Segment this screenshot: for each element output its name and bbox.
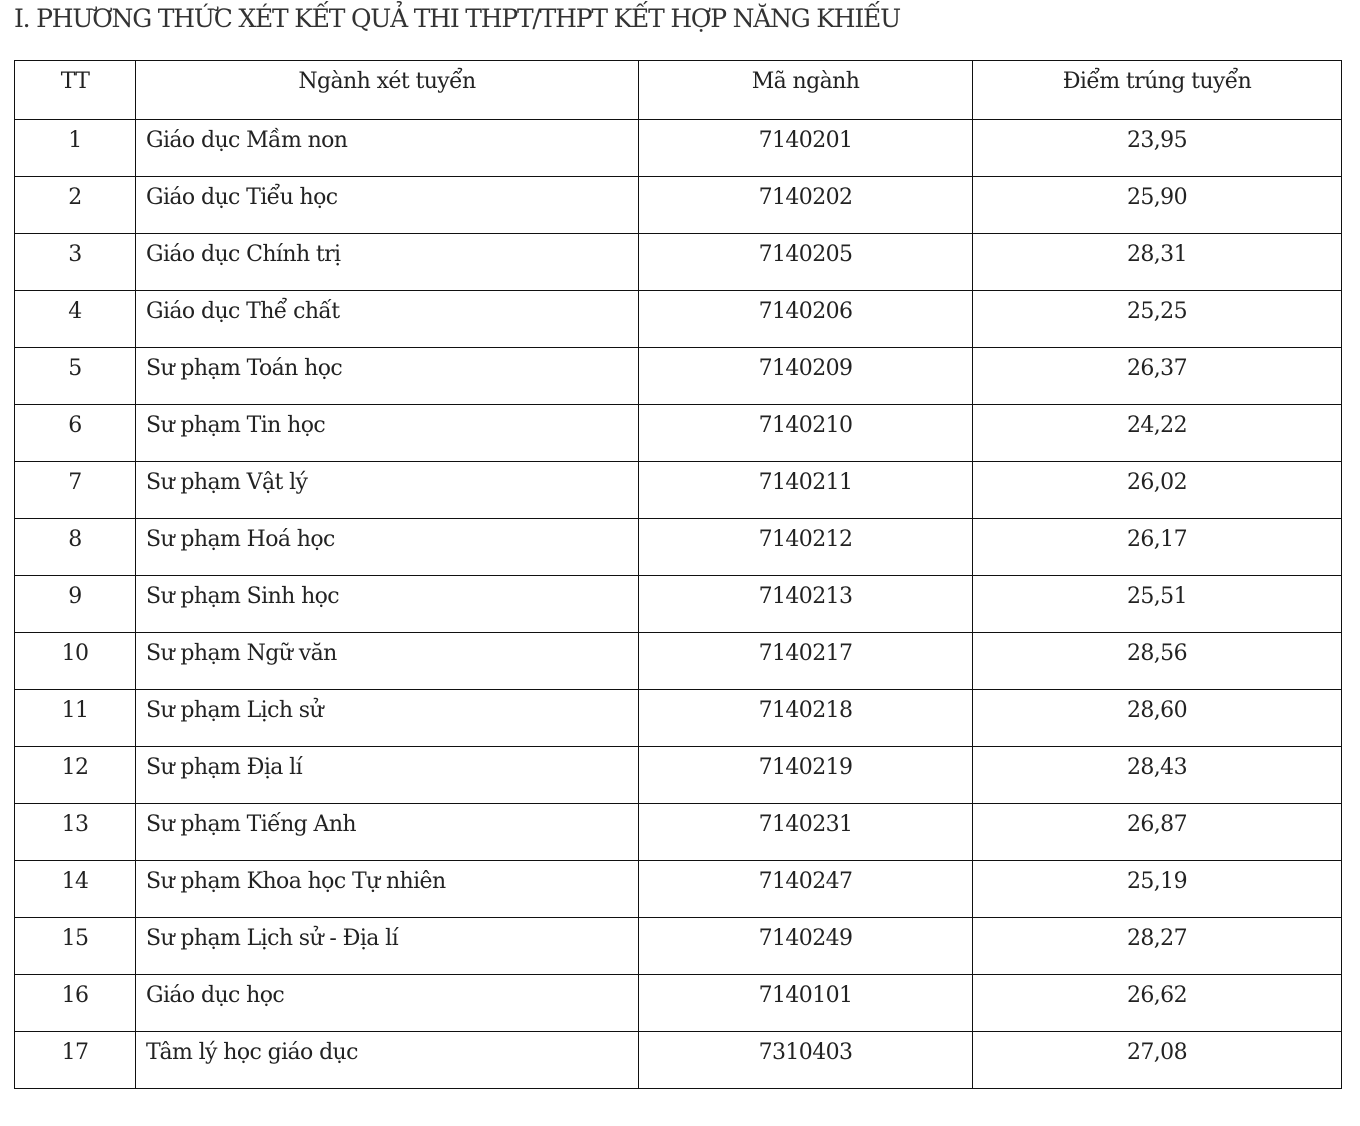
cell-major: Sư phạm Vật lý [135,461,639,519]
cell-major: Sư phạm Địa lí [135,746,639,804]
cell-tt: 1 [14,119,136,177]
cell-score: 28,43 [972,746,1342,804]
cell-major: Sư phạm Tiếng Anh [135,803,639,861]
cell-score: 26,37 [972,347,1342,405]
cell-tt: 4 [14,290,136,348]
table-row: 15 Sư phạm Lịch sử - Địa lí 7140249 28,27 [14,917,1342,975]
table-row: 8 Sư phạm Hoá học 7140212 26,17 [14,518,1342,576]
admission-scores-table: TT Ngành xét tuyển Mã ngành Điểm trúng t… [14,60,1342,1089]
cell-score: 26,62 [972,974,1342,1032]
table-row: 16 Giáo dục học 7140101 26,62 [14,974,1342,1032]
cell-major: Giáo dục Thể chất [135,290,639,348]
cell-code: 7140231 [638,803,973,861]
table-row: 4 Giáo dục Thể chất 7140206 25,25 [14,290,1342,348]
cell-tt: 16 [14,974,136,1032]
section-title: I. PHƯƠNG THỨC XÉT KẾT QUẢ THI THPT/THPT… [14,4,901,33]
cell-score: 28,56 [972,632,1342,690]
table-row: 7 Sư phạm Vật lý 7140211 26,02 [14,461,1342,519]
cell-tt: 3 [14,233,136,291]
cell-code: 7140219 [638,746,973,804]
cell-code: 7140101 [638,974,973,1032]
cell-tt: 9 [14,575,136,633]
table-row: 14 Sư phạm Khoa học Tự nhiên 7140247 25,19 [14,860,1342,918]
cell-code: 7140249 [638,917,973,975]
table-row: 6 Sư phạm Tin học 7140210 24,22 [14,404,1342,462]
cell-code: 7140205 [638,233,973,291]
cell-score: 24,22 [972,404,1342,462]
cell-code: 7140213 [638,575,973,633]
cell-tt: 6 [14,404,136,462]
table-row: 12 Sư phạm Địa lí 7140219 28,43 [14,746,1342,804]
cell-major: Sư phạm Sinh học [135,575,639,633]
cell-score: 26,02 [972,461,1342,519]
cell-score: 28,31 [972,233,1342,291]
cell-score: 25,51 [972,575,1342,633]
table-row: 5 Sư phạm Toán học 7140209 26,37 [14,347,1342,405]
cell-score: 23,95 [972,119,1342,177]
cell-major: Sư phạm Hoá học [135,518,639,576]
cell-code: 7140211 [638,461,973,519]
cell-tt: 2 [14,176,136,234]
cell-tt: 15 [14,917,136,975]
cell-major: Sư phạm Tin học [135,404,639,462]
cell-score: 25,19 [972,860,1342,918]
cell-score: 26,17 [972,518,1342,576]
cell-score: 26,87 [972,803,1342,861]
cell-tt: 17 [14,1031,136,1089]
cell-score: 28,60 [972,689,1342,747]
cell-tt: 7 [14,461,136,519]
table-row: 17 Tâm lý học giáo dục 7310403 27,08 [14,1031,1342,1089]
cell-code: 7310403 [638,1031,973,1089]
table-row: 11 Sư phạm Lịch sử 7140218 28,60 [14,689,1342,747]
cell-tt: 5 [14,347,136,405]
cell-major: Tâm lý học giáo dục [135,1031,639,1089]
cell-code: 7140202 [638,176,973,234]
cell-major: Giáo dục Tiểu học [135,176,639,234]
cell-major: Sư phạm Lịch sử - Địa lí [135,917,639,975]
table-row: 13 Sư phạm Tiếng Anh 7140231 26,87 [14,803,1342,861]
cell-major: Giáo dục Chính trị [135,233,639,291]
table-row: 3 Giáo dục Chính trị 7140205 28,31 [14,233,1342,291]
cell-code: 7140201 [638,119,973,177]
cell-tt: 14 [14,860,136,918]
cell-code: 7140209 [638,347,973,405]
cell-code: 7140218 [638,689,973,747]
cell-major: Giáo dục học [135,974,639,1032]
header-score: Điểm trúng tuyển [972,60,1342,120]
cell-code: 7140217 [638,632,973,690]
cell-major: Sư phạm Lịch sử [135,689,639,747]
cell-score: 28,27 [972,917,1342,975]
cell-code: 7140247 [638,860,973,918]
cell-major: Giáo dục Mầm non [135,119,639,177]
table-row: 10 Sư phạm Ngữ văn 7140217 28,56 [14,632,1342,690]
cell-code: 7140212 [638,518,973,576]
cell-score: 25,25 [972,290,1342,348]
cell-score: 25,90 [972,176,1342,234]
table-row: 1 Giáo dục Mầm non 7140201 23,95 [14,119,1342,177]
header-code: Mã ngành [638,60,973,120]
cell-score: 27,08 [972,1031,1342,1089]
cell-major: Sư phạm Khoa học Tự nhiên [135,860,639,918]
table-row: 9 Sư phạm Sinh học 7140213 25,51 [14,575,1342,633]
cell-code: 7140206 [638,290,973,348]
cell-tt: 10 [14,632,136,690]
cell-tt: 12 [14,746,136,804]
cell-major: Sư phạm Toán học [135,347,639,405]
header-major: Ngành xét tuyển [135,60,639,120]
cell-major: Sư phạm Ngữ văn [135,632,639,690]
cell-tt: 8 [14,518,136,576]
header-tt: TT [14,60,136,120]
cell-tt: 13 [14,803,136,861]
table-row: 2 Giáo dục Tiểu học 7140202 25,90 [14,176,1342,234]
table-header-row: TT Ngành xét tuyển Mã ngành Điểm trúng t… [14,60,1342,120]
cell-code: 7140210 [638,404,973,462]
cell-tt: 11 [14,689,136,747]
